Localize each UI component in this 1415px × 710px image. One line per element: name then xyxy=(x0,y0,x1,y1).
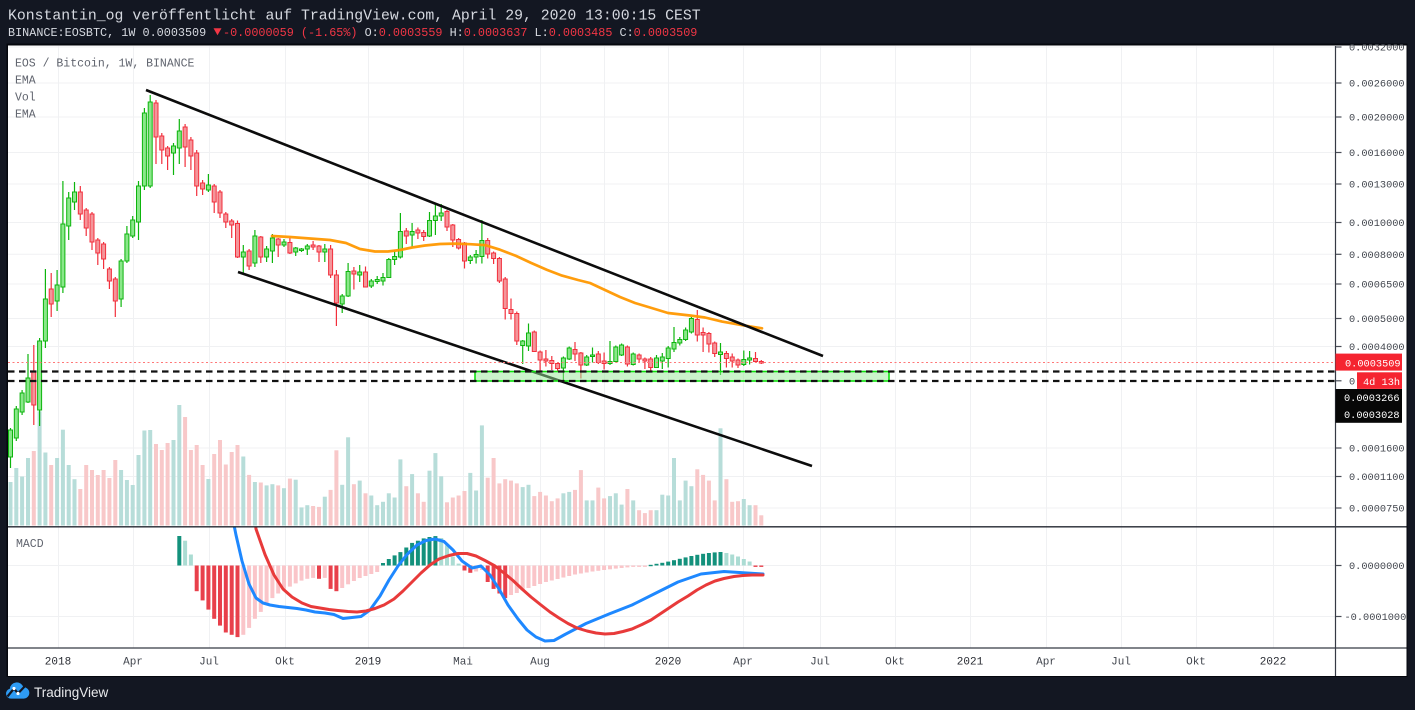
svg-text:0.0003028: 0.0003028 xyxy=(1344,410,1400,422)
svg-text:BINANCE:EOSBTC, 1W 0.0003509: BINANCE:EOSBTC, 1W 0.0003509 xyxy=(8,26,206,40)
svg-text:0.0001100: 0.0001100 xyxy=(1349,472,1405,484)
svg-text:Mai: Mai xyxy=(453,657,473,669)
svg-text:-0.0001000: -0.0001000 xyxy=(1345,612,1407,624)
svg-text:0.0005000: 0.0005000 xyxy=(1349,314,1405,326)
svg-text:Apr: Apr xyxy=(1036,657,1056,669)
svg-text:0.0006500: 0.0006500 xyxy=(1349,280,1405,292)
svg-text:Konstantin_og veröffentlicht a: Konstantin_og veröffentlicht auf Trading… xyxy=(8,9,701,25)
svg-text:2022: 2022 xyxy=(1260,657,1286,669)
svg-text:2018: 2018 xyxy=(45,657,71,669)
svg-text:EMA: EMA xyxy=(15,109,36,122)
svg-text:0.0008000: 0.0008000 xyxy=(1349,250,1405,262)
svg-text:4d 13h: 4d 13h xyxy=(1363,377,1400,389)
svg-text:Okt: Okt xyxy=(885,657,905,669)
svg-text:Jul: Jul xyxy=(199,657,219,669)
svg-text:0.0000750: 0.0000750 xyxy=(1349,504,1405,516)
svg-text:0.0000000: 0.0000000 xyxy=(1349,561,1405,573)
svg-text:0.0026000: 0.0026000 xyxy=(1349,79,1405,91)
svg-text:MACD: MACD xyxy=(16,538,44,551)
svg-text:0.0016000: 0.0016000 xyxy=(1349,148,1405,160)
svg-text:0.0001600: 0.0001600 xyxy=(1349,444,1405,456)
svg-text:Okt: Okt xyxy=(275,657,295,669)
svg-text:0.0020000: 0.0020000 xyxy=(1349,113,1405,125)
svg-text:0.0003266: 0.0003266 xyxy=(1344,393,1400,405)
svg-text:EOS / Bitcoin, 1W, BINANCE: EOS / Bitcoin, 1W, BINANCE xyxy=(15,58,195,71)
svg-text:Jul: Jul xyxy=(810,657,830,669)
svg-text:2021: 2021 xyxy=(957,657,984,669)
svg-text:Apr: Apr xyxy=(733,657,753,669)
svg-text:0.0013000: 0.0013000 xyxy=(1349,180,1405,192)
svg-text:Vol: Vol xyxy=(15,92,36,105)
svg-text:TradingView: TradingView xyxy=(34,685,109,700)
svg-text:2019: 2019 xyxy=(355,657,381,669)
svg-text:0.0003509: 0.0003509 xyxy=(1345,358,1401,370)
svg-text:-0.0000059 (-1.65%) O:0.000355: -0.0000059 (-1.65%) O:0.0003559 H:0.0003… xyxy=(223,26,697,40)
svg-text:Aug: Aug xyxy=(530,657,550,669)
svg-text:Jul: Jul xyxy=(1111,657,1131,669)
svg-text:EMA: EMA xyxy=(15,75,36,88)
svg-text:0.0004000: 0.0004000 xyxy=(1349,342,1405,354)
svg-text:Apr: Apr xyxy=(123,657,143,669)
svg-text:0.0032000: 0.0032000 xyxy=(1349,43,1405,55)
svg-text:2020: 2020 xyxy=(655,657,681,669)
svg-text:Okt: Okt xyxy=(1186,657,1206,669)
svg-text:0.0010000: 0.0010000 xyxy=(1349,218,1405,230)
